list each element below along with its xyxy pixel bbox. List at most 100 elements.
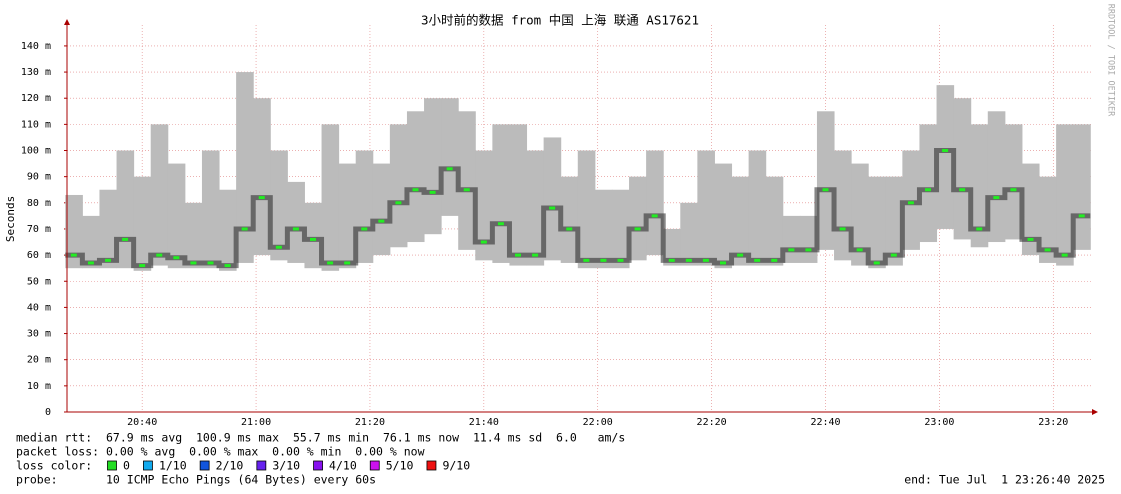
median (292, 227, 299, 231)
smoke (919, 124, 938, 243)
y-tick-label: 100 m (21, 146, 51, 157)
x-tick-label: 22:20 (697, 417, 727, 428)
smoke (441, 98, 459, 216)
median (617, 258, 624, 262)
x-arrow (1092, 409, 1098, 415)
smoke (1073, 124, 1091, 250)
median (942, 149, 949, 153)
median (224, 264, 231, 268)
smoke (406, 111, 425, 243)
median (395, 201, 402, 205)
median (105, 258, 111, 262)
smoke (253, 98, 271, 256)
median (907, 201, 914, 205)
x-tick-label: 21:00 (241, 417, 271, 428)
median (720, 261, 726, 265)
median (668, 258, 675, 262)
median (378, 219, 385, 223)
smoke (458, 111, 476, 250)
median (600, 258, 607, 262)
smoke (851, 163, 869, 266)
smoke (236, 72, 254, 263)
median (822, 188, 829, 192)
smoke (594, 189, 613, 269)
x-tick-label: 22:00 (583, 417, 613, 428)
smoke (953, 98, 972, 240)
smoke (424, 98, 442, 235)
smoke (1021, 163, 1040, 256)
median (122, 237, 129, 241)
smoke (731, 176, 750, 266)
legend-swatch (426, 460, 437, 471)
smoke (663, 228, 681, 266)
legend-label: 3/10 (272, 459, 300, 473)
median (275, 245, 282, 249)
median (515, 253, 521, 257)
smoke (65, 194, 83, 269)
smoke (270, 150, 288, 261)
x-tick-label: 21:40 (469, 417, 499, 428)
y-tick-label: 70 m (27, 224, 51, 235)
median (959, 188, 966, 192)
y-tick-label: 20 m (27, 355, 51, 366)
median (634, 227, 641, 231)
smoke (970, 124, 989, 248)
median (429, 190, 436, 194)
legend-label: 0 (123, 459, 130, 473)
smoke (577, 150, 596, 269)
smoke (629, 176, 647, 261)
median (771, 258, 778, 262)
y-tick-label: 10 m (27, 381, 51, 392)
smoke (492, 124, 510, 263)
smoke (611, 189, 630, 269)
legend-label: 4/10 (329, 459, 357, 473)
median (890, 253, 897, 257)
x-tick-label: 23:00 (924, 417, 954, 428)
smoke (1039, 176, 1057, 263)
median (241, 227, 248, 231)
smoke (150, 124, 169, 266)
median (87, 261, 94, 265)
smoke (372, 163, 391, 256)
median (925, 188, 931, 192)
x-tick-label: 21:20 (355, 417, 385, 428)
watermark: RRDTOOL / TOBI OETIKER (1106, 4, 1116, 117)
smoke (287, 181, 305, 263)
median (1010, 188, 1017, 192)
smoke (987, 111, 1006, 243)
smoke (184, 202, 203, 269)
smoke (748, 150, 767, 266)
median (805, 248, 812, 252)
median (566, 227, 573, 231)
median (156, 253, 163, 257)
smoke (509, 124, 528, 266)
median (497, 222, 504, 226)
legend-label: 9/10 (442, 459, 470, 473)
median (310, 237, 316, 241)
median (788, 248, 795, 252)
legend-swatch (107, 460, 117, 471)
x-tick-label: 23:20 (1038, 417, 1068, 428)
smoke (167, 163, 186, 269)
smoke (389, 124, 408, 248)
legend-swatch (313, 460, 323, 471)
x-tick-label: 20:40 (127, 417, 157, 428)
median (839, 227, 846, 231)
smoke (885, 176, 903, 266)
median (173, 256, 180, 260)
smoke (475, 150, 493, 261)
median (993, 196, 1000, 200)
smoke (355, 150, 374, 263)
median (873, 261, 880, 265)
smoke (219, 189, 237, 271)
y-tick-label: 0 (45, 407, 51, 418)
legend-swatch (256, 460, 267, 471)
smoke (868, 176, 886, 269)
median (1061, 253, 1068, 257)
smoke (697, 150, 715, 266)
y-tick-label: 40 m (27, 302, 51, 313)
smoke (201, 150, 220, 269)
smoke (936, 85, 955, 229)
y-tick-label: 140 m (21, 41, 51, 52)
